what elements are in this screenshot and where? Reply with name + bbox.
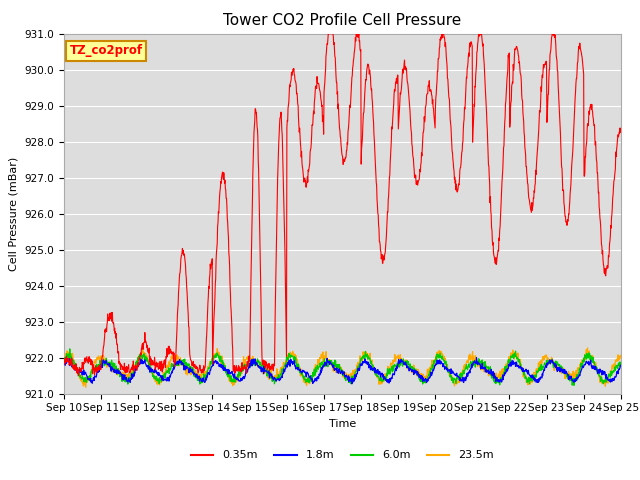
0.35m — [502, 89, 510, 95]
Legend: 0.35m, 1.8m, 6.0m, 23.5m: 0.35m, 1.8m, 6.0m, 23.5m — [187, 446, 498, 465]
Line: 1.8m: 1.8m — [64, 358, 621, 384]
6.0m — [171, 362, 179, 368]
1.8m — [617, 362, 625, 368]
6.0m — [184, 362, 192, 368]
0.35m — [184, 312, 192, 317]
0.35m — [324, 31, 332, 36]
1.8m — [472, 355, 480, 360]
Line: 0.35m: 0.35m — [64, 34, 621, 376]
1.8m — [184, 364, 191, 370]
6.0m — [429, 364, 437, 370]
Text: TZ_co2prof: TZ_co2prof — [70, 44, 143, 58]
23.5m — [429, 361, 437, 367]
0.35m — [246, 309, 254, 314]
23.5m — [617, 352, 625, 358]
Y-axis label: Cell Pressure (mBar): Cell Pressure (mBar) — [9, 156, 19, 271]
0.35m — [552, 36, 559, 42]
1.8m — [429, 366, 437, 372]
0.35m — [74, 373, 82, 379]
6.0m — [60, 361, 68, 367]
23.5m — [584, 345, 591, 351]
6.0m — [246, 364, 254, 370]
6.0m — [570, 383, 578, 388]
23.5m — [82, 384, 90, 390]
1.8m — [60, 361, 68, 367]
X-axis label: Time: Time — [329, 419, 356, 429]
0.35m — [617, 129, 625, 135]
1.8m — [246, 360, 254, 366]
Line: 6.0m: 6.0m — [64, 349, 621, 385]
23.5m — [246, 358, 254, 363]
6.0m — [502, 369, 509, 375]
Title: Tower CO2 Profile Cell Pressure: Tower CO2 Profile Cell Pressure — [223, 13, 461, 28]
Line: 23.5m: 23.5m — [64, 348, 621, 387]
0.35m — [171, 360, 179, 365]
6.0m — [551, 360, 559, 365]
1.8m — [348, 381, 356, 387]
23.5m — [184, 366, 192, 372]
0.35m — [429, 106, 437, 111]
1.8m — [502, 367, 510, 373]
6.0m — [66, 346, 74, 352]
23.5m — [171, 355, 179, 361]
6.0m — [617, 361, 625, 367]
23.5m — [60, 356, 68, 362]
1.8m — [170, 363, 178, 369]
1.8m — [552, 364, 559, 370]
0.35m — [60, 360, 68, 366]
23.5m — [502, 361, 509, 367]
23.5m — [551, 360, 559, 365]
